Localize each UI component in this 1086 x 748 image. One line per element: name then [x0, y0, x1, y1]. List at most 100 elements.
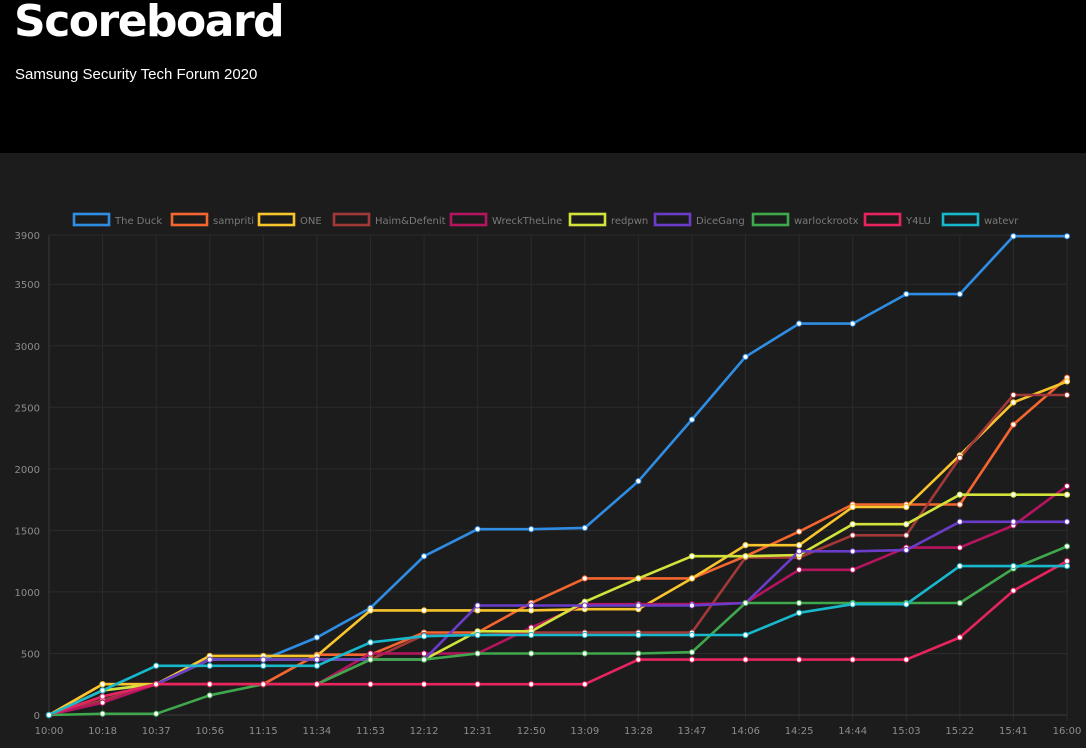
data-point — [99, 681, 106, 688]
data-point — [581, 650, 588, 657]
data-point — [742, 599, 749, 607]
legend-label: sampriti — [213, 216, 254, 227]
data-point — [474, 526, 481, 533]
legend-label: watevr — [984, 216, 1019, 227]
data-point — [688, 649, 696, 656]
data-point — [45, 711, 53, 719]
y-tick-label: 500 — [21, 649, 40, 660]
x-tick-label: 13:09 — [570, 726, 599, 737]
legend-swatch — [863, 212, 902, 227]
x-tick-label: 15:41 — [999, 726, 1028, 737]
data-point — [206, 656, 213, 663]
data-point — [474, 631, 481, 639]
data-point — [688, 575, 696, 582]
legend-swatch — [72, 212, 111, 227]
chart-legend: The Duck sampriti ONE Haim&Defenit WreckTheL… — [72, 212, 1019, 227]
legend-label: The Duck — [114, 216, 162, 227]
data-point — [420, 656, 428, 663]
data-point — [796, 609, 803, 616]
data-point — [474, 607, 481, 614]
data-point — [153, 662, 160, 669]
data-point — [688, 656, 696, 663]
data-point — [1063, 558, 1071, 565]
legend-label: DiceGang — [696, 216, 745, 227]
x-tick-label: 14:25 — [785, 726, 814, 737]
legend-swatch — [751, 212, 790, 227]
data-point — [260, 662, 267, 669]
data-point — [581, 631, 588, 639]
data-point — [903, 546, 910, 554]
data-point — [99, 687, 106, 694]
data-point — [849, 532, 856, 539]
data-point — [956, 634, 963, 641]
data-point — [206, 662, 213, 669]
data-point — [796, 542, 803, 549]
data-point — [99, 699, 106, 706]
data-point — [581, 524, 588, 532]
data-point — [1063, 562, 1071, 570]
data-point — [742, 656, 749, 663]
data-point — [635, 478, 642, 485]
data-point — [635, 656, 642, 663]
series-line-6 — [48, 520, 1067, 717]
data-point — [903, 532, 910, 539]
x-tick-label: 13:47 — [678, 726, 707, 737]
legend-swatch — [449, 212, 488, 227]
x-tick-label: 11:53 — [356, 726, 385, 737]
data-point — [688, 416, 696, 423]
data-point — [367, 656, 374, 663]
data-point — [420, 681, 428, 688]
data-point — [153, 681, 160, 688]
data-point — [1010, 562, 1017, 570]
data-point — [956, 562, 963, 570]
data-point — [742, 542, 749, 549]
data-point — [153, 710, 160, 717]
data-point — [1063, 233, 1071, 240]
x-tick-label: 14:06 — [731, 726, 760, 737]
data-point — [849, 548, 856, 555]
data-point — [956, 518, 963, 525]
legend-swatch — [332, 212, 371, 227]
chart-points — [45, 233, 1071, 719]
legend-label: Y4LU — [905, 216, 931, 227]
y-tick-label: 1000 — [15, 588, 40, 599]
data-point — [420, 633, 428, 640]
data-point — [635, 575, 642, 582]
data-point — [796, 548, 803, 555]
data-point — [1063, 391, 1071, 399]
data-point — [260, 681, 267, 688]
data-point — [796, 656, 803, 663]
data-point — [313, 681, 320, 688]
data-point — [420, 650, 428, 657]
y-tick-label: 0 — [34, 711, 40, 722]
data-point — [956, 454, 963, 461]
data-point — [903, 601, 910, 608]
x-tick-label: 10:37 — [142, 726, 171, 737]
x-tick-label: 16:00 — [1053, 726, 1082, 737]
data-point — [956, 501, 963, 508]
data-point — [849, 320, 856, 327]
data-point — [528, 526, 535, 533]
x-tick-label: 15:22 — [945, 726, 974, 737]
data-point — [1010, 421, 1017, 428]
data-point — [1063, 482, 1071, 490]
data-point — [1063, 491, 1071, 498]
data-point — [849, 656, 856, 663]
data-point — [849, 601, 856, 608]
data-point — [206, 681, 213, 688]
data-point — [742, 553, 749, 560]
data-point — [1010, 391, 1017, 399]
data-point — [367, 639, 374, 646]
data-point — [796, 528, 803, 535]
x-tick-label: 11:34 — [302, 726, 331, 737]
data-point — [99, 693, 106, 700]
data-point — [742, 631, 749, 639]
data-point — [903, 290, 910, 298]
data-point — [688, 553, 696, 560]
data-point — [635, 602, 642, 609]
data-point — [849, 566, 856, 573]
series-line-7 — [48, 545, 1068, 717]
y-axis-ticks: 0 500 1000 1500 2000 2500 3000 3500 3900 — [15, 231, 40, 722]
data-point — [367, 607, 374, 614]
